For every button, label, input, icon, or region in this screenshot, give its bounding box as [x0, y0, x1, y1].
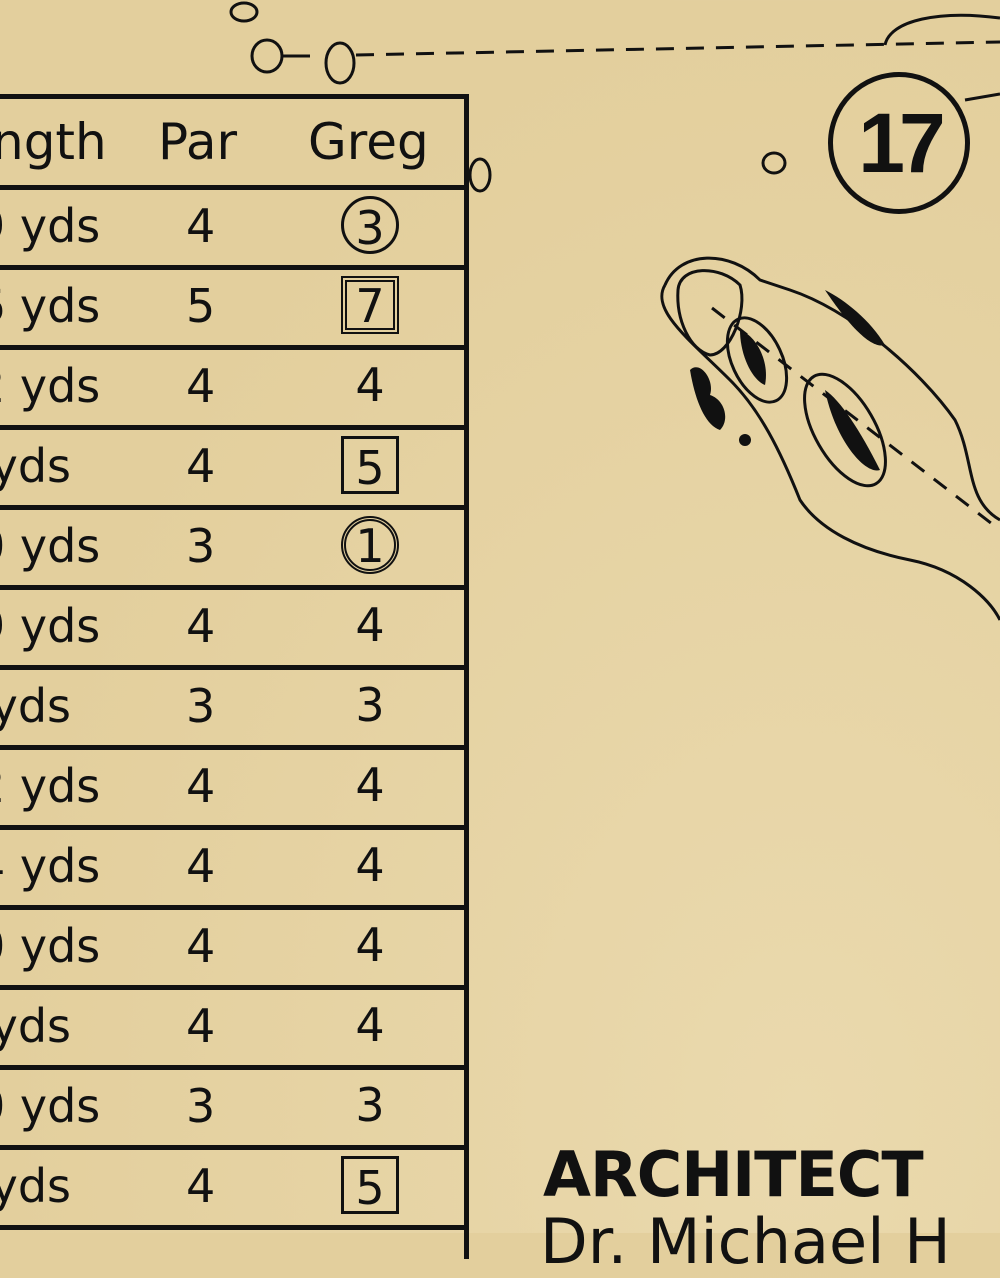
length-cell: 0 yds	[0, 519, 101, 573]
table-row: 6 yds 5 7	[0, 270, 464, 350]
par-cell: 3	[186, 519, 216, 573]
score-cell: 4	[355, 358, 385, 412]
table-row: 4 yds 4 4	[0, 830, 464, 910]
course-map	[229, 1, 1000, 621]
score-cell: 3	[355, 1078, 385, 1132]
score-cell: 4	[355, 598, 385, 652]
tee-marker	[250, 38, 284, 74]
tee-marker	[229, 1, 259, 23]
fairway-outline	[660, 256, 1000, 621]
score-cell: 4	[355, 838, 385, 892]
par-cell: 4	[186, 1159, 216, 1213]
par-cell: 3	[186, 679, 216, 733]
score-cell: 5	[341, 1156, 399, 1215]
header-par: Par	[158, 113, 238, 171]
par-cell: 4	[186, 359, 216, 413]
bunker	[725, 316, 789, 404]
table-row: 9 yds 4 4	[0, 590, 464, 670]
table-row: 2 yds 4 4	[0, 350, 464, 430]
header-length: ngth	[0, 113, 107, 171]
tee-marker	[324, 41, 356, 85]
length-cell: 6 yds	[0, 279, 101, 333]
par-cell: 3	[186, 1079, 216, 1133]
length-cell: yds	[0, 679, 72, 733]
par-cell: 4	[186, 759, 216, 813]
table-row: yds 4 5	[0, 1150, 464, 1230]
hole-number-badge: 17	[828, 72, 970, 214]
table-row: 0 yds 3 1	[0, 510, 464, 590]
par-cell: 4	[186, 839, 216, 893]
table-row: yds 4 5	[0, 430, 464, 510]
architect-name: Dr. Michael H	[540, 1205, 951, 1278]
scorecard-header: ngth Par Greg	[0, 99, 464, 190]
header-player: Greg	[308, 113, 429, 171]
par-cell: 4	[186, 439, 216, 493]
length-cell: yds	[0, 999, 72, 1053]
score-cell: 3	[355, 678, 385, 732]
table-row: 0 yds 4 4	[0, 910, 464, 990]
score-cell: 7	[341, 276, 399, 334]
green	[676, 269, 744, 357]
tree	[690, 367, 726, 430]
score-cell: 4	[355, 758, 385, 812]
table-row: yds 4 4	[0, 990, 464, 1070]
score-cell: 1	[341, 516, 399, 574]
length-cell: 9 yds	[0, 199, 101, 253]
length-cell: 2 yds	[0, 359, 101, 413]
score-cell: 4	[355, 918, 385, 972]
par-cell: 4	[186, 999, 216, 1053]
length-cell: 4 yds	[0, 839, 101, 893]
score-cell: 4	[355, 998, 385, 1052]
table-row: 0 yds 3 3	[0, 1070, 464, 1150]
length-cell: yds	[0, 439, 72, 493]
par-cell: 4	[186, 199, 216, 253]
length-cell: yds	[0, 1159, 72, 1213]
length-cell: 0 yds	[0, 919, 101, 973]
length-cell: 0 yds	[0, 1079, 101, 1133]
green-outline	[883, 13, 1000, 46]
tree	[825, 390, 880, 471]
score-cell: 3	[341, 196, 399, 255]
bunker	[803, 372, 887, 488]
par-cell: 5	[186, 279, 216, 333]
par-cell: 4	[186, 599, 216, 653]
par-cell: 4	[186, 919, 216, 973]
score-cell: 5	[341, 436, 399, 495]
table-row: 2 yds 4 4	[0, 750, 464, 830]
shot-line	[355, 40, 1000, 57]
length-cell: 9 yds	[0, 599, 101, 653]
tree	[825, 290, 885, 346]
length-cell: 2 yds	[0, 759, 101, 813]
architect-label: ARCHITECT	[543, 1138, 924, 1211]
table-row: 9 yds 4 3	[0, 190, 464, 270]
tree	[740, 330, 766, 385]
table-row: yds 3 3	[0, 670, 464, 750]
